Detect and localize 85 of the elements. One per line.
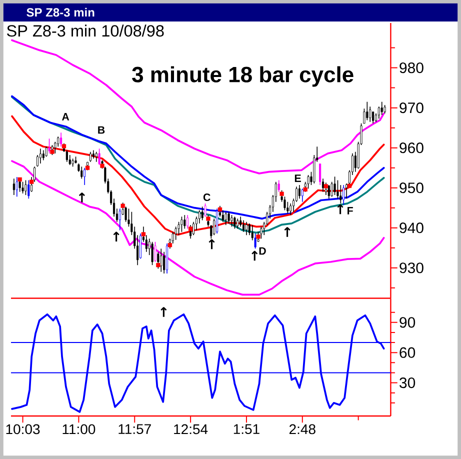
candlestick	[98, 148, 100, 166]
annotation: ↑	[113, 232, 120, 242]
candlestick	[184, 214, 186, 230]
annotation: ↑	[78, 192, 85, 202]
y-tick-label: 950	[400, 182, 424, 194]
x-tick-label: 11:00	[62, 424, 96, 434]
candlestick	[234, 216, 236, 230]
y-tick-label: 930	[400, 262, 424, 274]
candlestick	[230, 214, 233, 228]
candlestick	[163, 251, 166, 274]
x-tick-label: 12:54	[174, 424, 208, 434]
y-tick-label: 970	[400, 102, 424, 114]
candlestick	[307, 174, 310, 190]
annotation: E	[294, 174, 301, 182]
candlestick	[228, 211, 230, 224]
candlestick	[236, 218, 239, 230]
x-tick-label: 11:57	[118, 424, 151, 434]
y-tick-label: 90	[400, 317, 416, 328]
candlestick	[151, 241, 154, 266]
candlestick	[84, 167, 86, 186]
annotation: ↑	[160, 307, 167, 317]
candlestick	[366, 101, 368, 121]
text: SP Z8-3 min	[26, 8, 94, 17]
candlestick	[319, 163, 322, 186]
annotation: B	[98, 126, 105, 134]
annotation: ↑	[284, 227, 290, 237]
candlestick	[24, 180, 27, 196]
chart-subtitle: SP Z8-3 min 10/08/98	[6, 24, 164, 37]
candlestick	[95, 151, 98, 162]
candlestick	[278, 180, 280, 192]
candlestick	[242, 220, 245, 232]
candlestick	[51, 144, 54, 156]
candlestick	[160, 248, 162, 272]
candlestick	[118, 208, 121, 231]
y-tick-label: 980	[400, 62, 424, 74]
candlestick	[204, 203, 206, 218]
candlestick	[380, 101, 383, 116]
y-tick-label: 940	[400, 222, 424, 234]
candlestick	[378, 106, 380, 120]
candlestick	[60, 132, 62, 148]
candlestick	[224, 211, 227, 226]
candlestick	[89, 151, 92, 162]
candlestick	[222, 210, 224, 222]
candlestick	[342, 184, 345, 206]
y-tick-label: 60	[400, 347, 416, 358]
candlestick	[369, 106, 372, 122]
candlestick	[260, 226, 262, 240]
candlestick	[80, 166, 83, 180]
candlestick	[334, 176, 336, 196]
candlestick	[42, 150, 44, 161]
candlestick	[245, 221, 248, 236]
candlestick	[154, 241, 156, 262]
candlestick	[139, 233, 142, 260]
candlestick	[12, 178, 15, 196]
candlestick	[336, 180, 339, 200]
candlestick	[18, 178, 21, 192]
y-tick-label: 960	[400, 142, 424, 154]
annotation: C	[203, 194, 210, 202]
candlestick	[157, 251, 160, 270]
candlestick	[251, 224, 254, 241]
candlestick	[180, 216, 183, 232]
candlestick	[124, 206, 127, 222]
text: 3 minute 18 bar cycle	[132, 66, 354, 87]
candlestick	[28, 180, 30, 200]
x-tick-label: 10:03	[6, 424, 40, 434]
candlestick	[328, 184, 330, 200]
x-tick-label: 2:48	[289, 424, 316, 434]
candlestick	[201, 206, 204, 221]
candlestick	[16, 176, 18, 198]
candlestick	[254, 233, 256, 250]
annotation: ↑	[252, 250, 258, 261]
candlestick	[22, 181, 24, 194]
annotation: F	[348, 207, 353, 214]
candlestick	[45, 146, 48, 158]
candlestick	[39, 148, 42, 164]
candlestick	[174, 226, 177, 240]
annotation: ↑	[208, 239, 215, 250]
candlestick	[186, 214, 189, 230]
annotation: D	[259, 247, 266, 255]
candlestick	[298, 184, 300, 200]
annotation: A	[62, 113, 70, 120]
annotation: ↑	[337, 204, 344, 214]
candlestick	[48, 138, 50, 154]
y-tick-label: 30	[400, 377, 416, 388]
x-tick-label: 1:51	[234, 424, 260, 434]
